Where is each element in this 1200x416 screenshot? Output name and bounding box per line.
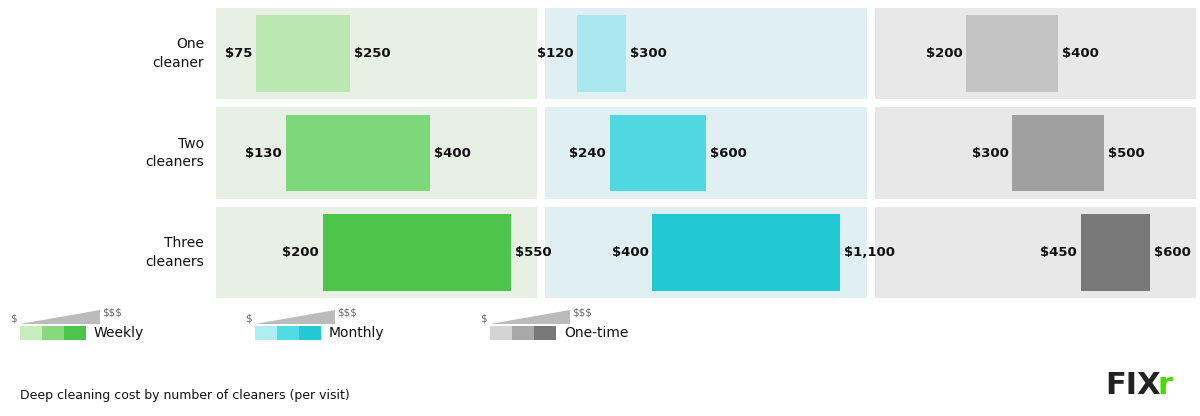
- Bar: [653, 214, 840, 291]
- Bar: [610, 115, 706, 191]
- Text: $400: $400: [434, 146, 472, 159]
- Text: Three
cleaners: Three cleaners: [145, 236, 204, 269]
- Bar: [534, 326, 556, 340]
- Text: $600: $600: [710, 146, 746, 159]
- Bar: [1081, 214, 1150, 291]
- Text: $: $: [245, 313, 252, 323]
- Text: $$$: $$$: [572, 307, 592, 317]
- Bar: [216, 107, 538, 199]
- Text: $300: $300: [972, 146, 1008, 159]
- Text: $550: $550: [515, 246, 551, 259]
- Text: Two
cleaners: Two cleaners: [145, 137, 204, 169]
- Text: $450: $450: [1040, 246, 1078, 259]
- Text: Weekly: Weekly: [94, 326, 144, 340]
- Bar: [966, 15, 1058, 92]
- Bar: [490, 326, 512, 340]
- Polygon shape: [20, 310, 100, 324]
- Bar: [256, 15, 350, 92]
- Bar: [512, 326, 534, 340]
- Text: $250: $250: [354, 47, 390, 60]
- Bar: [545, 107, 866, 199]
- Bar: [216, 207, 538, 298]
- Text: $130: $130: [245, 146, 282, 159]
- Bar: [875, 8, 1196, 99]
- Text: $400: $400: [1062, 47, 1099, 60]
- Text: $1,100: $1,100: [844, 246, 895, 259]
- Bar: [545, 207, 866, 298]
- Text: One
cleaner: One cleaner: [152, 37, 204, 70]
- Bar: [577, 15, 625, 92]
- Text: $500: $500: [1108, 146, 1145, 159]
- Text: $120: $120: [536, 47, 574, 60]
- Text: $400: $400: [612, 246, 648, 259]
- Bar: [286, 115, 431, 191]
- Text: $$$: $$$: [102, 307, 122, 317]
- Bar: [1013, 115, 1104, 191]
- Text: $600: $600: [1154, 246, 1190, 259]
- Bar: [216, 8, 538, 99]
- Text: $200: $200: [925, 47, 962, 60]
- Bar: [875, 207, 1196, 298]
- Text: $200: $200: [282, 246, 319, 259]
- Text: FIX: FIX: [1105, 371, 1160, 399]
- Polygon shape: [490, 310, 570, 324]
- Text: $300: $300: [630, 47, 666, 60]
- Bar: [64, 326, 86, 340]
- Text: $: $: [11, 313, 17, 323]
- Text: $: $: [480, 313, 487, 323]
- Polygon shape: [256, 310, 335, 324]
- Bar: [875, 107, 1196, 199]
- Text: Monthly: Monthly: [329, 326, 385, 340]
- Bar: [545, 8, 866, 99]
- Text: One-time: One-time: [564, 326, 629, 340]
- Text: r: r: [1157, 371, 1172, 399]
- Text: $240: $240: [569, 146, 606, 159]
- Text: $$$: $$$: [337, 307, 356, 317]
- Bar: [256, 326, 277, 340]
- Bar: [323, 214, 510, 291]
- Text: $75: $75: [224, 47, 252, 60]
- Bar: [20, 326, 42, 340]
- Bar: [277, 326, 299, 340]
- Text: Deep cleaning cost by number of cleaners (per visit): Deep cleaning cost by number of cleaners…: [20, 389, 349, 401]
- Bar: [299, 326, 322, 340]
- Bar: [42, 326, 64, 340]
